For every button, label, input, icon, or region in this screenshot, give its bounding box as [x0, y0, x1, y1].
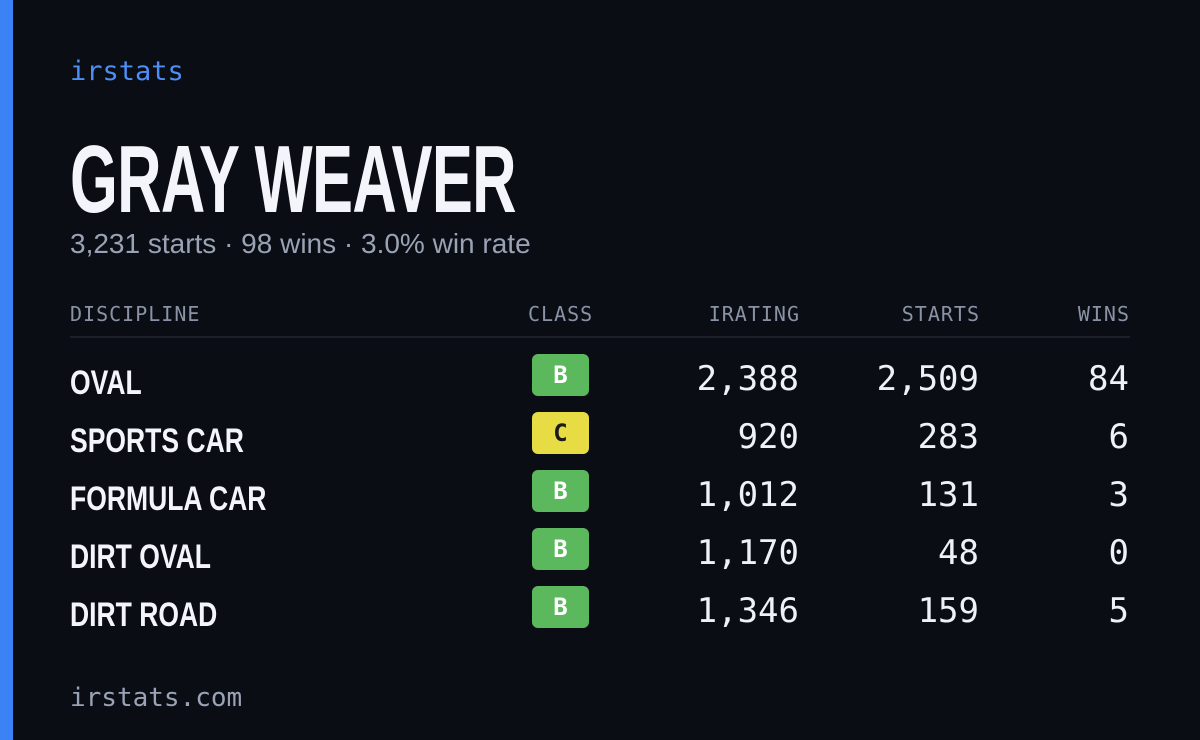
wins: 3: [1108, 475, 1129, 515]
divider: [70, 336, 1130, 338]
discipline: DIRT OVAL: [70, 538, 211, 576]
starts: 2,509: [876, 359, 979, 399]
irating: 1,170: [696, 533, 799, 573]
column-header: DISCIPLINE: [70, 302, 201, 326]
brand: irstats: [70, 56, 184, 87]
accent-bar: [0, 0, 13, 740]
column-header: WINS: [1077, 302, 1130, 326]
starts: 283: [917, 417, 979, 457]
player-summary: 3,231 starts · 98 wins · 3.0% win rate: [70, 228, 531, 259]
class-badge: B: [532, 354, 589, 396]
class-badge: C: [532, 412, 589, 454]
irating: 1,346: [696, 591, 799, 631]
column-header: STARTS: [901, 302, 980, 326]
irating: 920: [737, 417, 799, 457]
column-header: CLASS: [528, 302, 594, 326]
irating: 2,388: [696, 359, 799, 399]
starts: 48: [938, 533, 979, 573]
wins: 84: [1088, 359, 1129, 399]
class-badge: B: [532, 528, 589, 570]
wins: 0: [1108, 533, 1129, 573]
wins: 5: [1108, 591, 1129, 631]
wins: 6: [1108, 417, 1129, 457]
irating: 1,012: [696, 475, 799, 515]
class-badge: B: [532, 586, 589, 628]
column-header: IRATING: [708, 302, 800, 326]
discipline: DIRT ROAD: [70, 596, 218, 634]
class-badge: B: [532, 470, 589, 512]
discipline: OVAL: [70, 364, 142, 402]
starts: 131: [917, 475, 979, 515]
discipline: SPORTS CAR: [70, 422, 244, 460]
starts: 159: [917, 591, 979, 631]
player-name: GRAY WEAVER: [70, 126, 517, 233]
discipline: FORMULA CAR: [70, 480, 267, 518]
footer: irstats.com: [70, 683, 243, 713]
